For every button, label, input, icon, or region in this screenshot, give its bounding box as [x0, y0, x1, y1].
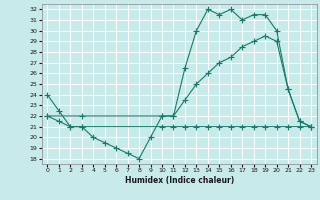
X-axis label: Humidex (Indice chaleur): Humidex (Indice chaleur)	[124, 176, 234, 185]
